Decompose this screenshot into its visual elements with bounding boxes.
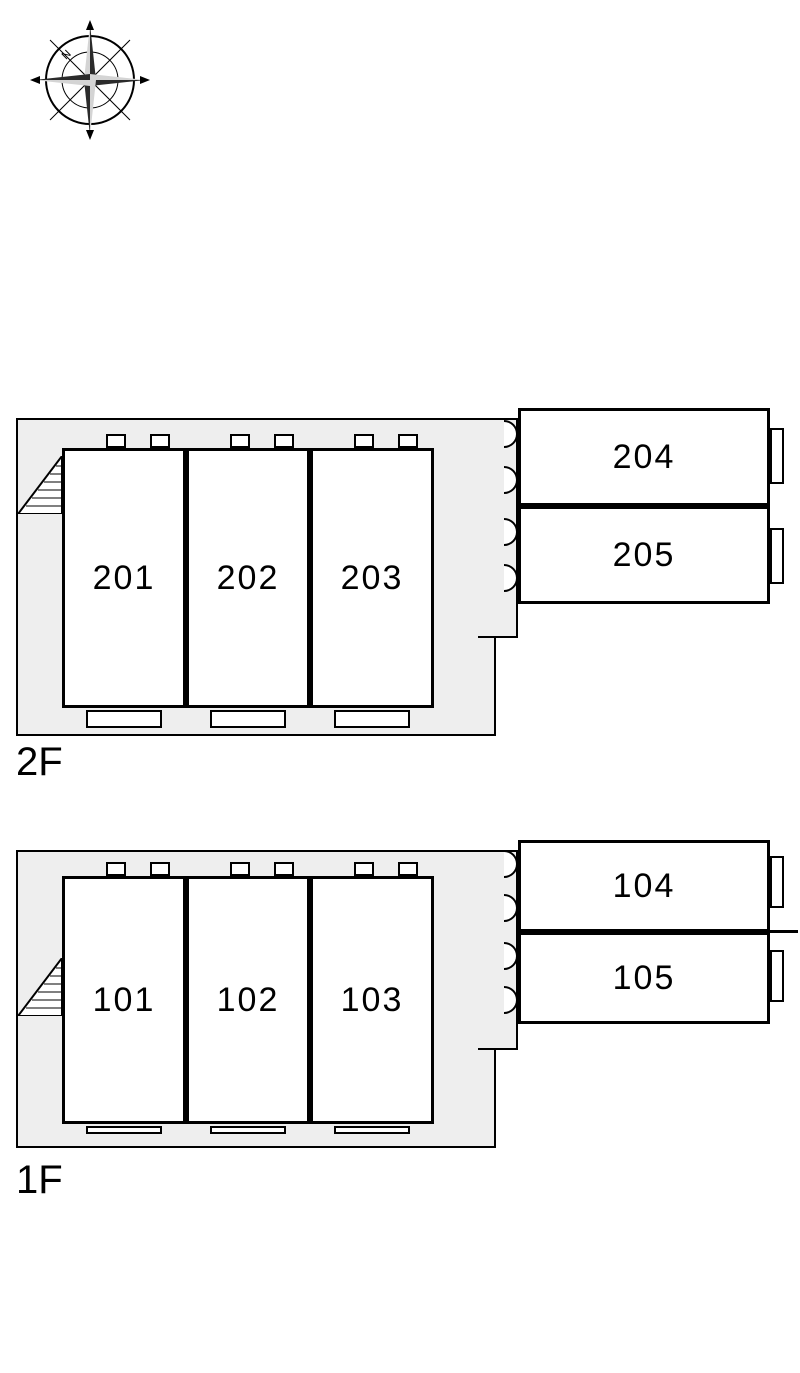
- floor-plan-canvas: N 201 202 203 204 205: [0, 0, 800, 1373]
- svg-text:N: N: [60, 48, 74, 62]
- unit-205: 205: [518, 506, 770, 604]
- door-icon: [274, 862, 294, 876]
- unit-103: 103: [310, 876, 434, 1124]
- door-icon: [230, 862, 250, 876]
- unit-104-label: 104: [613, 867, 676, 906]
- unit-204-label: 204: [613, 438, 676, 477]
- door-icon: [354, 862, 374, 876]
- unit-201: 201: [62, 448, 186, 708]
- door-icon: [274, 434, 294, 448]
- door-icon: [106, 434, 126, 448]
- balcony-rail: [210, 1126, 286, 1134]
- unit-202: 202: [186, 448, 310, 708]
- balcony-rail: [770, 950, 784, 1002]
- unit-102-label: 102: [217, 981, 280, 1020]
- unit-105: 105: [518, 932, 770, 1024]
- divider-line: [770, 930, 798, 933]
- door-icon: [150, 434, 170, 448]
- balcony-rail: [770, 428, 784, 484]
- door-icon: [398, 434, 418, 448]
- balcony-rail: [210, 710, 286, 728]
- floor1-label: 1F: [16, 1158, 63, 1203]
- unit-202-label: 202: [217, 559, 280, 598]
- balcony-rail: [86, 1126, 162, 1134]
- unit-201-label: 201: [93, 559, 156, 598]
- unit-205-label: 205: [613, 536, 676, 575]
- unit-102: 102: [186, 876, 310, 1124]
- unit-203: 203: [310, 448, 434, 708]
- balcony-rail: [334, 710, 410, 728]
- balcony-rail: [334, 1126, 410, 1134]
- unit-101-label: 101: [93, 981, 156, 1020]
- balcony-rail: [770, 528, 784, 584]
- unit-105-label: 105: [613, 959, 676, 998]
- unit-104: 104: [518, 840, 770, 932]
- unit-101: 101: [62, 876, 186, 1124]
- floor1-stairs-icon: [18, 958, 58, 1018]
- door-icon: [106, 862, 126, 876]
- door-icon: [354, 434, 374, 448]
- door-icon: [150, 862, 170, 876]
- balcony-rail: [86, 710, 162, 728]
- unit-204: 204: [518, 408, 770, 506]
- floor2-label: 2F: [16, 740, 63, 785]
- door-icon: [230, 434, 250, 448]
- unit-103-label: 103: [341, 981, 404, 1020]
- compass-icon: N: [30, 20, 150, 145]
- unit-203-label: 203: [341, 559, 404, 598]
- door-icon: [398, 862, 418, 876]
- balcony-rail: [770, 856, 784, 908]
- floor2-stairs-icon: [18, 456, 58, 516]
